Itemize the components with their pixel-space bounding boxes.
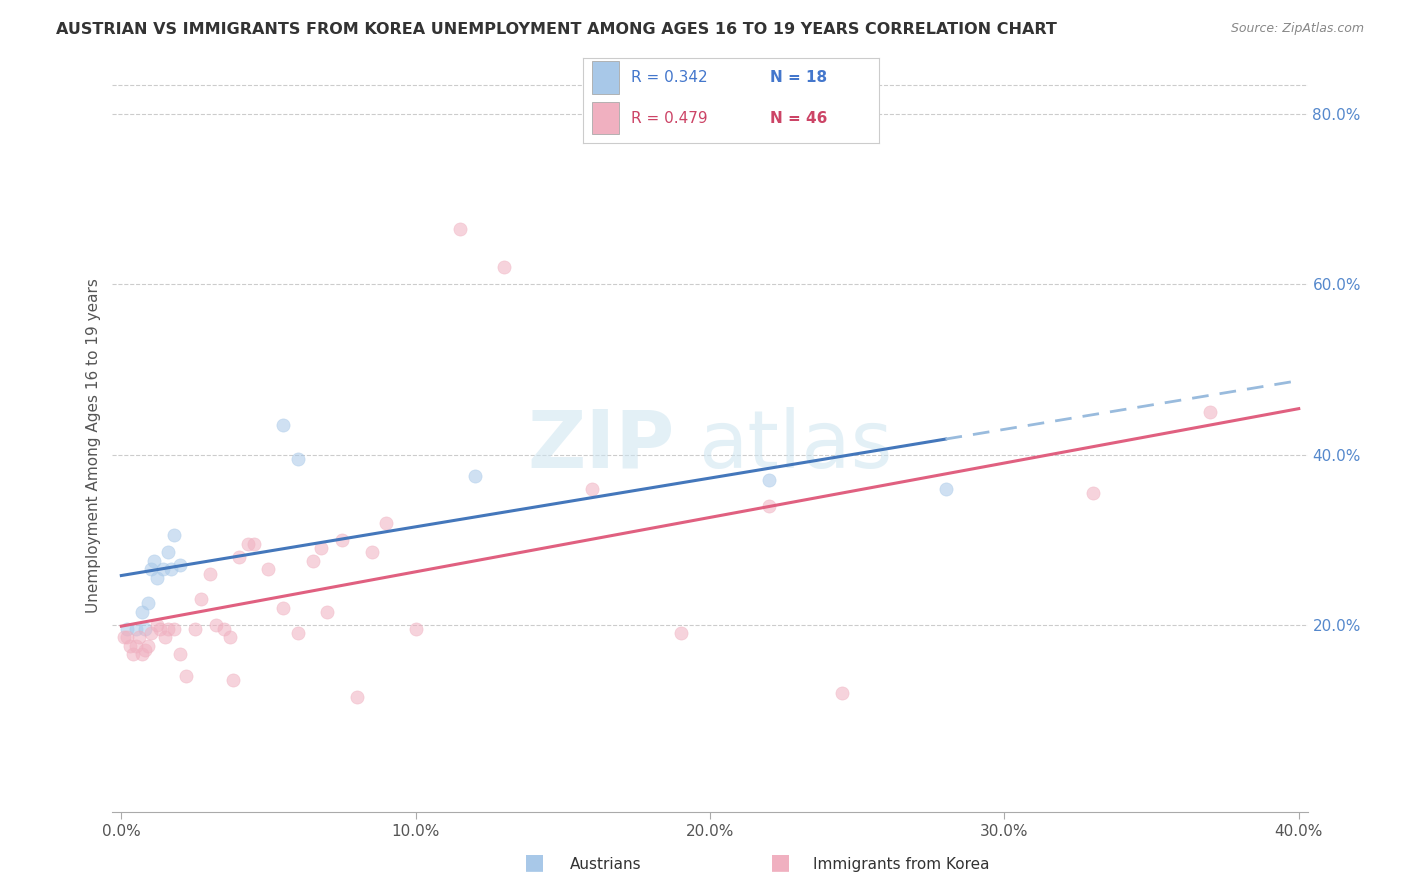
Point (128, 631, 150, 645)
Point (222, 673, 245, 687)
Point (242, 537, 264, 551)
Point (163, 622, 186, 636)
Point (236, 537, 259, 551)
Point (214, 622, 236, 636)
Point (131, 648, 153, 662)
Point (169, 648, 191, 662)
Bar (592, 62, 619, 94)
Point (184, 622, 207, 636)
Point (464, 468, 486, 483)
Point (160, 562, 183, 576)
Point (228, 549, 250, 564)
Point (131, 605, 153, 619)
Point (115, 631, 138, 645)
Point (139, 626, 162, 640)
Point (157, 622, 180, 636)
Point (758, 473, 780, 487)
Text: N = 46: N = 46 (769, 112, 827, 127)
Text: Austrians: Austrians (569, 857, 641, 872)
Point (1199, 405, 1222, 419)
Point (581, 482, 603, 496)
Point (346, 690, 368, 704)
Point (271, 600, 294, 615)
Text: atlas: atlas (699, 407, 893, 485)
Point (169, 558, 191, 572)
Point (134, 622, 156, 636)
Point (360, 545, 382, 559)
Point (152, 562, 174, 576)
Point (157, 545, 180, 559)
Text: Immigrants from Korea: Immigrants from Korea (813, 857, 990, 872)
Point (831, 686, 853, 700)
Point (145, 617, 167, 632)
Text: AUSTRIAN VS IMMIGRANTS FROM KOREA UNEMPLOYMENT AMONG AGES 16 TO 19 YEARS CORRELA: AUSTRIAN VS IMMIGRANTS FROM KOREA UNEMPL… (56, 22, 1057, 37)
Point (271, 417, 294, 432)
Point (1081, 485, 1104, 500)
Point (112, 631, 135, 645)
Point (174, 668, 197, 682)
Text: Source: ZipAtlas.com: Source: ZipAtlas.com (1230, 22, 1364, 36)
Point (316, 605, 339, 619)
Point (405, 622, 427, 636)
Point (115, 622, 138, 636)
Text: R = 0.342: R = 0.342 (631, 70, 707, 85)
Text: R = 0.479: R = 0.479 (631, 112, 707, 127)
Point (190, 592, 212, 607)
Text: N = 18: N = 18 (769, 70, 827, 85)
Point (287, 451, 309, 466)
Point (257, 562, 280, 576)
Point (375, 516, 398, 530)
Point (219, 631, 242, 645)
Y-axis label: Unemployment Among Ages 16 to 19 years: Unemployment Among Ages 16 to 19 years (86, 278, 101, 614)
Point (198, 566, 221, 581)
Point (125, 639, 148, 653)
Point (145, 571, 167, 585)
Point (934, 482, 956, 496)
Point (204, 617, 226, 632)
Point (163, 528, 186, 542)
Point (142, 554, 165, 568)
Point (669, 626, 692, 640)
Point (139, 562, 162, 576)
Point (148, 622, 170, 636)
Text: ZIP: ZIP (527, 407, 675, 485)
Point (492, 260, 515, 275)
Point (287, 626, 309, 640)
Point (311, 541, 333, 555)
Point (125, 622, 148, 636)
Point (122, 648, 145, 662)
Point (449, 222, 471, 236)
Bar (592, 102, 619, 134)
Point (301, 554, 323, 568)
Point (120, 639, 142, 653)
Point (330, 533, 353, 547)
Point (758, 499, 780, 513)
Point (136, 639, 159, 653)
Point (136, 596, 159, 610)
Text: ■: ■ (524, 853, 544, 872)
Point (134, 643, 156, 657)
Text: ■: ■ (770, 853, 790, 872)
Point (155, 631, 177, 645)
